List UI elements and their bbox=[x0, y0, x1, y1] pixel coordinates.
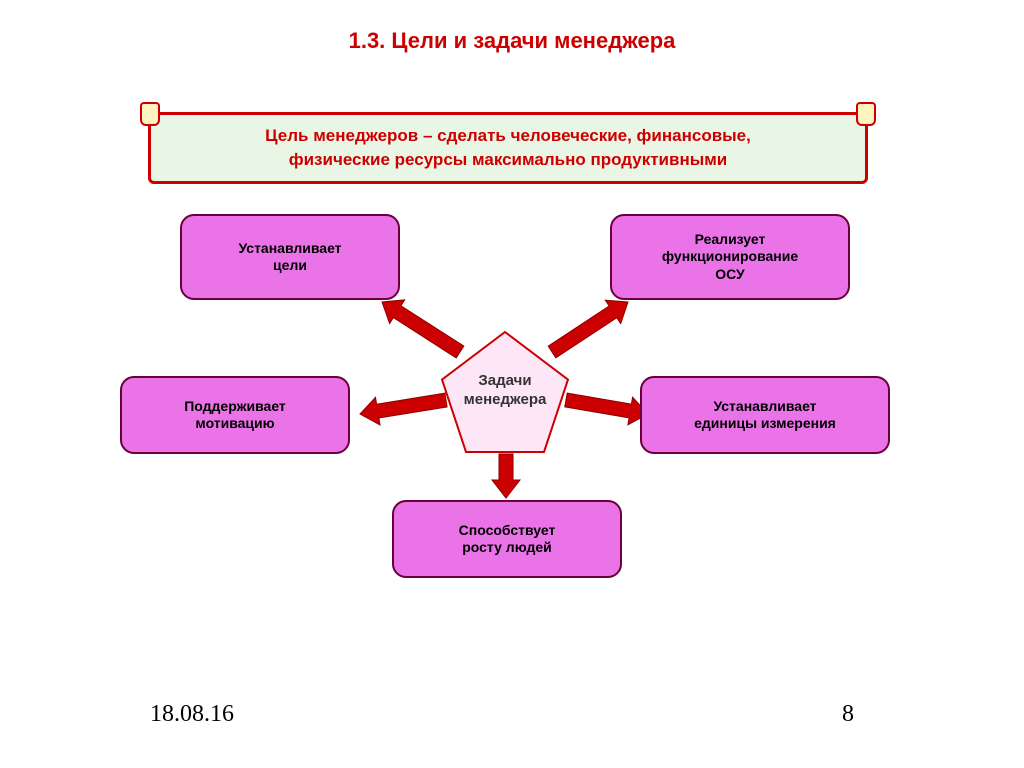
node-growth: Способствуетросту людей bbox=[392, 500, 622, 578]
node-growth-label: Способствуетросту людей bbox=[459, 522, 556, 557]
center-label: Задачи менеджера bbox=[440, 372, 570, 410]
arrow-3 bbox=[565, 393, 648, 425]
node-motivation-label: Поддерживаетмотивацию bbox=[184, 398, 286, 433]
footer-date: 18.08.16 bbox=[150, 701, 234, 728]
node-osu: РеализуетфункционированиеОСУ bbox=[610, 214, 850, 300]
arrow-4 bbox=[492, 454, 520, 498]
slide-title: 1.3. Цели и задачи менеджера bbox=[0, 28, 1024, 54]
goal-banner-line2: физические ресурсы максимально продуктив… bbox=[289, 150, 728, 169]
arrow-2 bbox=[360, 393, 447, 425]
node-osu-label: РеализуетфункционированиеОСУ bbox=[662, 231, 798, 284]
goal-banner-text: Цель менеджеров – сделать человеческие, … bbox=[265, 124, 751, 172]
center-line2: менеджера bbox=[464, 391, 547, 408]
slide-title-text: 1.3. Цели и задачи менеджера bbox=[349, 28, 676, 53]
node-goals: Устанавливаетцели bbox=[180, 214, 400, 300]
goal-banner-line1: Цель менеджеров – сделать человеческие, … bbox=[265, 126, 751, 145]
node-units: Устанавливаетединицы измерения bbox=[640, 376, 890, 454]
center-pentagon: Задачи менеджера bbox=[440, 330, 570, 454]
goal-banner: Цель менеджеров – сделать человеческие, … bbox=[148, 112, 868, 184]
center-line1: Задачи bbox=[478, 372, 531, 389]
node-goals-label: Устанавливаетцели bbox=[238, 240, 341, 275]
node-motivation: Поддерживаетмотивацию bbox=[120, 376, 350, 454]
scroll-cap-left bbox=[140, 102, 160, 126]
scroll-cap-right bbox=[856, 102, 876, 126]
footer-page: 8 bbox=[842, 701, 854, 728]
node-units-label: Устанавливаетединицы измерения bbox=[694, 398, 836, 433]
